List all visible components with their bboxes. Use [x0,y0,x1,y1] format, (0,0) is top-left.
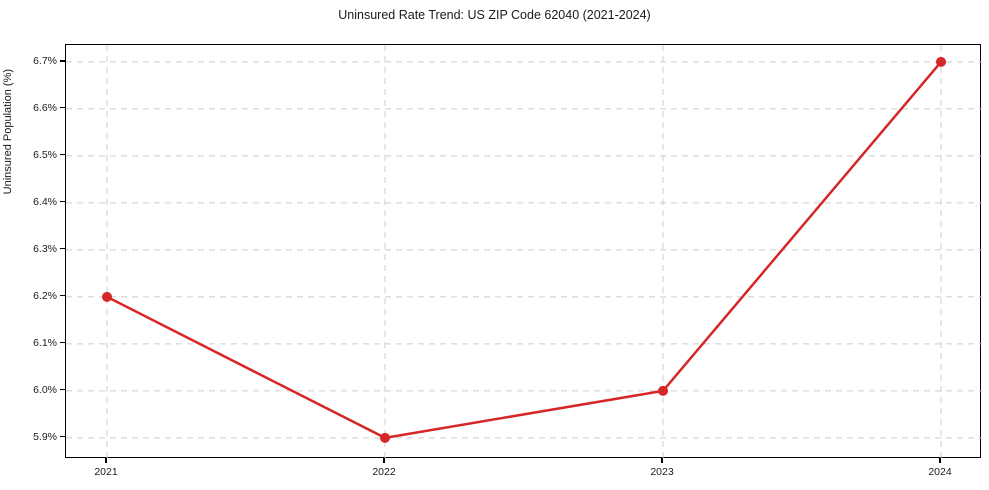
y-tick-mark [60,60,65,62]
y-tick-mark [60,107,65,109]
x-tick-mark [105,458,107,463]
y-tick-label: 6.1% [33,336,57,349]
y-tick-mark [60,389,65,391]
plot-area [65,44,982,459]
x-tick-label: 2024 [928,466,952,478]
y-tick-label: 6.7% [33,54,57,67]
y-tick-mark [60,436,65,438]
x-tick-label: 2022 [372,466,396,478]
x-tick-label: 2021 [94,466,118,478]
y-tick-mark [60,201,65,203]
y-tick-mark [60,248,65,250]
plot-svg [66,45,982,459]
x-tick-mark [383,458,385,463]
data-point-marker [102,291,112,302]
y-tick-mark [60,154,65,156]
y-tick-label: 6.4% [33,195,57,208]
data-point-marker [936,56,946,67]
y-axis-title: Uninsured Population (%) [2,68,14,195]
trend-line [105,60,943,440]
y-tick-label: 6.6% [33,101,57,114]
data-point-marker [380,432,390,443]
data-point-marker [658,385,668,396]
x-tick-mark [661,458,663,463]
y-tick-label: 6.5% [33,148,57,161]
chart-title: Uninsured Rate Trend: US ZIP Code 62040 … [338,8,651,22]
x-tick-label: 2023 [650,466,674,478]
x-tick-mark [939,458,941,463]
y-tick-label: 5.9% [33,430,57,443]
y-tick-mark [60,295,65,297]
y-tick-label: 6.2% [33,289,57,302]
y-tick-label: 6.3% [33,242,57,255]
y-tick-mark [60,342,65,344]
y-tick-label: 6.0% [33,383,57,396]
